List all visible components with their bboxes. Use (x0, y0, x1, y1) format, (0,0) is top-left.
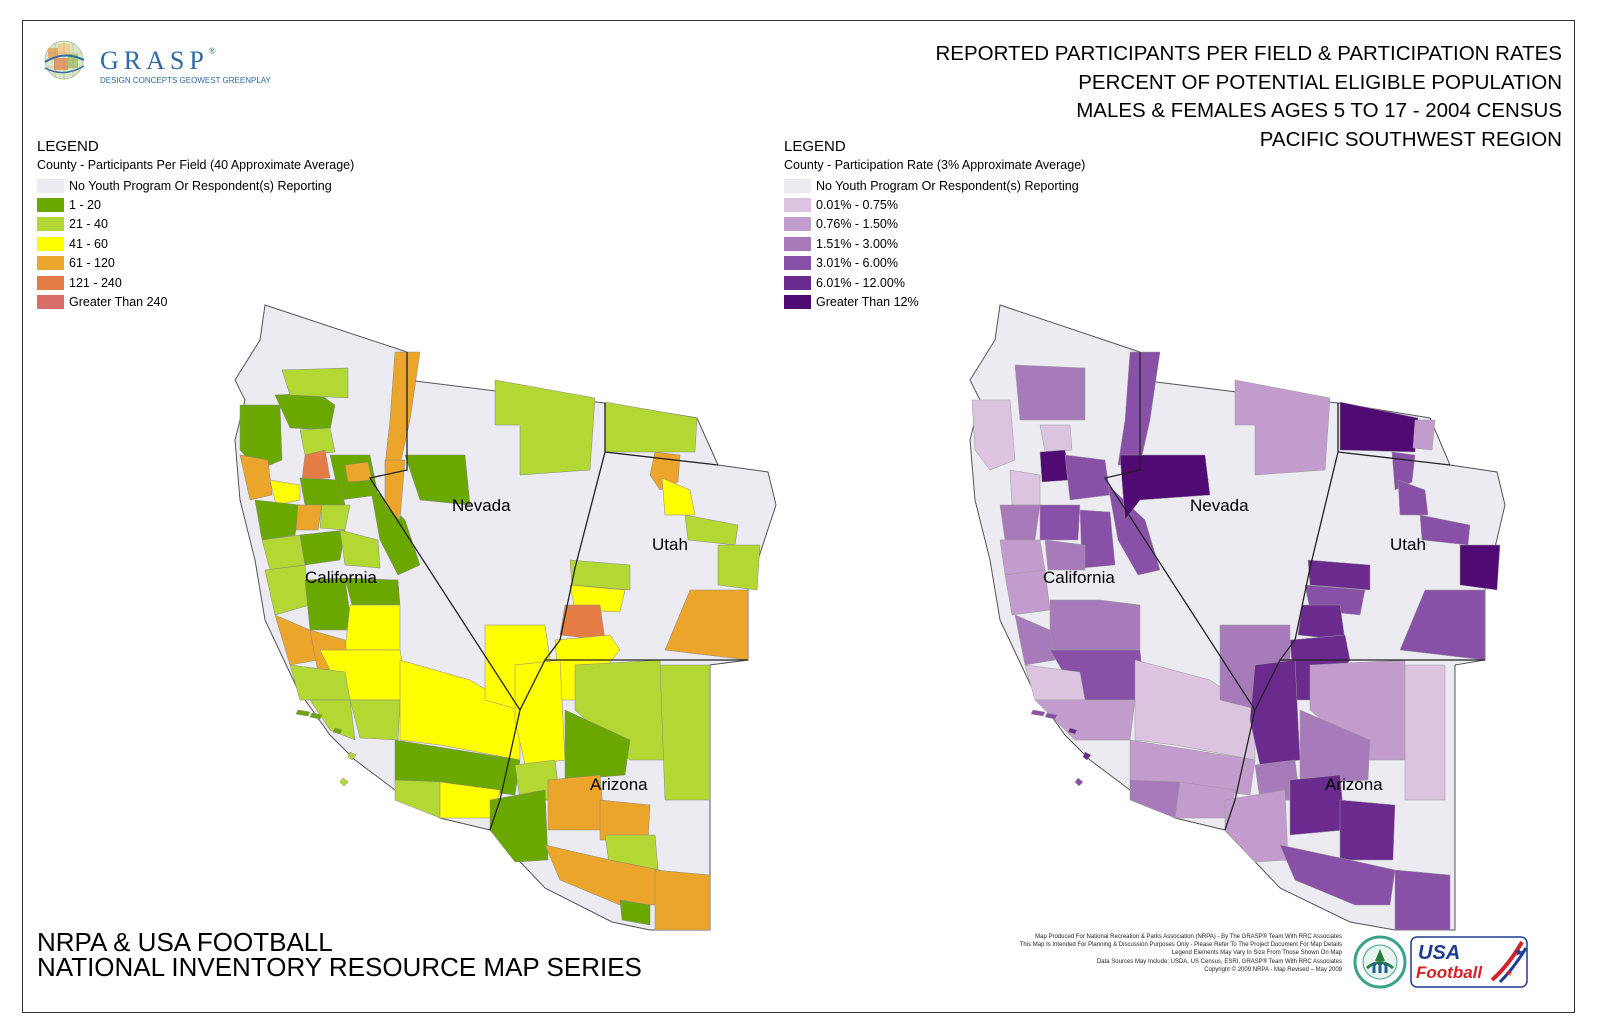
legend-swatch (784, 295, 811, 310)
football-logo-text: Football (1416, 963, 1483, 982)
legend-item: 41 - 60 (37, 234, 354, 253)
usa-football-logo: ★ ★ USA Football (1410, 936, 1528, 988)
legend-label: 21 - 40 (69, 217, 108, 232)
state-label-california: California (305, 568, 377, 587)
legend-heading: LEGEND (37, 138, 99, 155)
legend-label: No Youth Program Or Respondent(s) Report… (69, 178, 332, 193)
county-fills (239, 351, 761, 931)
legend-swatch (784, 236, 811, 251)
legend-label: 3.01% - 6.00% (816, 256, 898, 271)
svg-text:★: ★ (1505, 969, 1513, 979)
title-line-3: MALES & FEMALES AGES 5 TO 17 - 2004 CENS… (1076, 99, 1562, 122)
map-frame (22, 20, 1575, 1013)
legend-item: Greater Than 240 (37, 292, 354, 311)
state-label-nevada: Nevada (452, 496, 511, 515)
legend-label: No Youth Program Or Respondent(s) Report… (816, 178, 1079, 193)
legend-subtitle: County - Participation Rate (3% Approxim… (784, 158, 1086, 172)
legend-item: 0.76% - 1.50% (784, 215, 1085, 234)
legend-label: 61 - 120 (69, 256, 115, 271)
legend-label: 1 - 20 (69, 198, 101, 213)
legend-swatch (37, 256, 64, 271)
legend-label: 41 - 60 (69, 236, 108, 251)
legend-subtitle: County - Participants Per Field (40 Appr… (37, 158, 355, 172)
state-label-arizona: Arizona (590, 775, 648, 794)
legend-swatch (784, 217, 811, 232)
credit-line: This Map Is Intended For Planning & Disc… (1019, 942, 1342, 949)
title-line-2: PERCENT OF POTENTIAL ELIGIBLE POPULATION (1078, 70, 1562, 94)
credit-line: Legend Elements May Vary In Size From Th… (1171, 950, 1342, 957)
grasp-logo: GRASP® DESIGN CONCEPTS GEOWEST GREENPLAY (42, 38, 271, 88)
legend-label: 0.01% - 0.75% (816, 198, 898, 213)
legend-heading: LEGEND (784, 138, 846, 155)
legend-swatch (37, 275, 64, 290)
county-fills (971, 351, 1501, 931)
state-labels: Nevada Utah California Arizona (305, 496, 688, 794)
legend-label: Greater Than 12% (816, 295, 919, 310)
state-labels: Nevada Utah California Arizona (1043, 496, 1426, 794)
credit-line: Map Produced For National Recreation & P… (1035, 934, 1342, 940)
legend-item: 61 - 120 (37, 254, 354, 273)
legend-item: 3.01% - 6.00% (784, 254, 1085, 273)
series-title: NRPA & USA FOOTBALL NATIONAL INVENTORY R… (37, 927, 642, 982)
legend-label: 1.51% - 3.00% (816, 236, 898, 251)
state-label-nevada: Nevada (1190, 496, 1249, 515)
legend-item: 21 - 40 (37, 215, 354, 234)
legend-swatch (37, 198, 64, 213)
legend-item: No Youth Program Or Respondent(s) Report… (37, 176, 354, 195)
legend-item: No Youth Program Or Respondent(s) Report… (784, 176, 1085, 195)
credit-line: Copyright © 2009 NRPA - Map Revised – Ma… (1204, 966, 1342, 973)
state-label-arizona: Arizona (1325, 775, 1383, 794)
legend-item: 6.01% - 12.00% (784, 273, 1085, 292)
nrpa-seal-icon (1353, 935, 1407, 989)
series-title-line-2: NATIONAL INVENTORY RESOURCE MAP SERIES (37, 952, 642, 982)
title-line-1: REPORTED PARTICIPANTS PER FIELD & PARTIC… (935, 42, 1562, 65)
legend-swatch (784, 275, 811, 290)
legend-label: 6.01% - 12.00% (816, 275, 905, 290)
legend-swatch (37, 178, 64, 193)
legend-item: 1.51% - 3.00% (784, 234, 1085, 253)
state-borders (1103, 352, 1485, 831)
credit-line: Data Sources May Include: USDA, US Censu… (1096, 958, 1342, 965)
grasp-logo-icon (44, 40, 85, 80)
legend-swatch (784, 256, 811, 271)
legend-participation-rate: LEGEND County - Participation Rate (3% A… (784, 138, 1085, 312)
usa-logo-text: USA (1418, 942, 1460, 964)
legend-item: 0.01% - 0.75% (784, 195, 1085, 214)
grasp-logo-subtitle: DESIGN CONCEPTS GEOWEST GREENPLAY (100, 76, 271, 85)
state-label-utah: Utah (652, 535, 688, 554)
legend-item: Greater Than 12% (784, 292, 1085, 311)
legend-swatch (37, 295, 64, 310)
map-participation-rate: Nevada Utah California Arizona (969, 304, 1506, 931)
legend-label: 0.76% - 1.50% (816, 217, 898, 232)
legend-participants-per-field: LEGEND County - Participants Per Field (… (37, 138, 354, 312)
map-title: REPORTED PARTICIPANTS PER FIELD & PARTIC… (935, 40, 1562, 154)
usa-football-logo-icon: ★ ★ USA Football (1410, 936, 1528, 988)
state-label-utah: Utah (1390, 535, 1426, 554)
legend-swatch (37, 236, 64, 251)
series-title-line-1: NRPA & USA FOOTBALL (37, 927, 333, 957)
legend-label: Greater Than 240 (69, 295, 168, 310)
legend-item: 1 - 20 (37, 195, 354, 214)
legend-label: 121 - 240 (69, 275, 122, 290)
grasp-logo-text: GRASP® (100, 46, 216, 75)
legend-swatch (784, 178, 811, 193)
legend-item: 121 - 240 (37, 273, 354, 292)
map-credits: Map Produced For National Recreation & P… (930, 933, 1342, 974)
state-label-california: California (1043, 568, 1115, 587)
state-borders (368, 352, 748, 831)
map-participants-per-field: Nevada Utah California Arizona (234, 304, 777, 931)
svg-text:★: ★ (1514, 946, 1524, 959)
legend-swatch (37, 217, 64, 232)
title-line-4: PACIFIC SOUTHWEST REGION (1259, 127, 1562, 151)
legend-swatch (784, 198, 811, 213)
